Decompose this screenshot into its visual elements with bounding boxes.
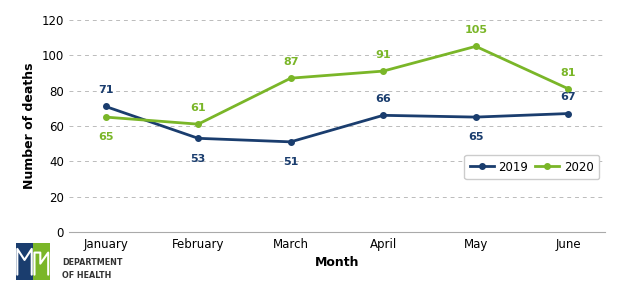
2019: [287, 140, 295, 143]
2019: [565, 112, 572, 115]
Line: 2020: 2020: [103, 44, 571, 127]
Text: 51: 51: [283, 157, 298, 167]
2020: [379, 69, 387, 73]
Text: 71: 71: [98, 85, 114, 95]
Y-axis label: Number of deaths: Number of deaths: [23, 63, 36, 189]
Text: 105: 105: [464, 25, 487, 35]
2019: [379, 113, 387, 117]
2019: [472, 115, 479, 119]
2020: [472, 45, 479, 48]
Text: 65: 65: [468, 132, 484, 142]
Text: 61: 61: [190, 103, 206, 113]
Text: 53: 53: [190, 154, 206, 164]
Text: DEPARTMENT: DEPARTMENT: [62, 258, 123, 267]
2019: [102, 105, 109, 108]
2020: [565, 87, 572, 91]
2019: [195, 137, 202, 140]
Line: 2019: 2019: [103, 104, 571, 145]
X-axis label: Month: Month: [314, 256, 359, 269]
2020: [195, 123, 202, 126]
2020: [102, 115, 109, 119]
FancyBboxPatch shape: [34, 243, 50, 280]
Text: 65: 65: [98, 132, 114, 142]
Text: 81: 81: [560, 68, 576, 78]
2020: [287, 76, 295, 80]
Text: OF HEALTH: OF HEALTH: [62, 271, 112, 280]
Legend: 2019, 2020: 2019, 2020: [464, 155, 600, 179]
Text: 87: 87: [283, 57, 298, 67]
FancyBboxPatch shape: [16, 243, 34, 280]
Text: 66: 66: [376, 94, 391, 104]
Text: 91: 91: [376, 50, 391, 60]
Text: 67: 67: [560, 93, 576, 102]
